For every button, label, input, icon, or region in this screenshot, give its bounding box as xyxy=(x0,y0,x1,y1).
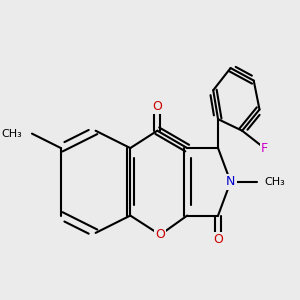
Text: N: N xyxy=(226,175,235,188)
Text: CH₃: CH₃ xyxy=(264,177,285,187)
Text: O: O xyxy=(213,233,223,246)
Text: O: O xyxy=(155,228,165,241)
Text: O: O xyxy=(152,100,162,113)
Text: CH₃: CH₃ xyxy=(2,129,22,139)
Text: F: F xyxy=(261,142,268,154)
